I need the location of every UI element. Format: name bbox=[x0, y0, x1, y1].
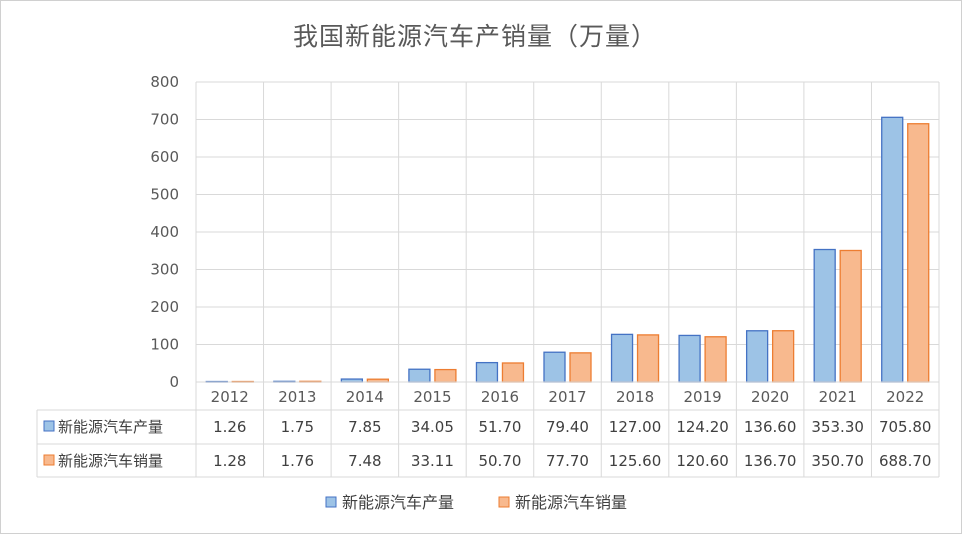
table-series-name: 新能源汽车产量 bbox=[58, 418, 163, 436]
table-legend-key-sales bbox=[43, 454, 55, 466]
table-series-name: 新能源汽车销量 bbox=[58, 452, 163, 470]
x-tick-label: 2014 bbox=[346, 388, 384, 406]
bar-production-2019 bbox=[678, 334, 701, 383]
table-cell-value: 136.60 bbox=[744, 418, 797, 436]
table-cell-value: 350.70 bbox=[811, 452, 864, 470]
table-cell-value: 124.20 bbox=[676, 418, 729, 436]
table-cell-value: 120.60 bbox=[676, 452, 729, 470]
y-tick-label: 100 bbox=[150, 336, 179, 354]
bar-production-2015 bbox=[408, 368, 431, 383]
x-tick-label: 2021 bbox=[819, 388, 857, 406]
table-cell-value: 51.70 bbox=[478, 418, 521, 436]
y-tick-label: 300 bbox=[150, 261, 179, 279]
table-cell-value: 127.00 bbox=[609, 418, 662, 436]
x-tick-label: 2022 bbox=[886, 388, 924, 406]
table-legend-key-production bbox=[43, 420, 55, 432]
y-tick-label: 400 bbox=[150, 223, 179, 241]
table-cell-value: 7.85 bbox=[348, 418, 381, 436]
bar-production-2016 bbox=[475, 361, 499, 383]
table-cell-value: 7.48 bbox=[348, 452, 381, 470]
table-cell-value: 50.70 bbox=[478, 452, 521, 470]
x-tick-label: 2017 bbox=[548, 388, 586, 406]
x-tick-label: 2018 bbox=[616, 388, 654, 406]
bar-production-2017 bbox=[543, 351, 566, 383]
grid-layer bbox=[195, 81, 940, 477]
y-tick-label: 700 bbox=[150, 111, 179, 129]
legend-key-sales bbox=[498, 496, 510, 508]
table-cell-value: 1.76 bbox=[281, 452, 314, 470]
x-tick-label: 2012 bbox=[211, 388, 249, 406]
legend-label: 新能源汽车销量 bbox=[515, 493, 627, 512]
table-cell-value: 34.05 bbox=[411, 418, 454, 436]
y-tick-label: 600 bbox=[150, 148, 179, 166]
x-tick-label: 2019 bbox=[683, 388, 721, 406]
table-cell-value: 688.70 bbox=[879, 452, 932, 470]
table-cell-value: 1.26 bbox=[213, 418, 246, 436]
bar-sales-2015 bbox=[434, 368, 457, 383]
chart-title: 我国新能源汽车产销量（万量） bbox=[293, 22, 657, 51]
bar-sales-2020 bbox=[771, 330, 795, 383]
bar-sales-2022 bbox=[907, 123, 930, 383]
y-axis: 0 100 200 300 400 500 600 700 800 bbox=[150, 73, 179, 391]
bar-production-2021 bbox=[813, 248, 836, 383]
data-table: 2012 2013 2014 2015 2016 2017 2018 2019 2020 2021… bbox=[36, 381, 939, 478]
bar-sales-2019 bbox=[704, 336, 727, 383]
x-tick-label: 2013 bbox=[278, 388, 316, 406]
y-tick-label: 500 bbox=[150, 186, 179, 204]
x-tick-label: 2015 bbox=[413, 388, 451, 406]
bar-production-2018 bbox=[610, 333, 634, 383]
table-cell-value: 33.11 bbox=[411, 452, 454, 470]
table-cell-value: 79.40 bbox=[546, 418, 589, 436]
x-tick-label: 2016 bbox=[481, 388, 519, 406]
bar-sales-2017 bbox=[569, 352, 592, 383]
legend-label: 新能源汽车产量 bbox=[342, 493, 454, 512]
y-tick-label: 200 bbox=[150, 298, 179, 316]
legend: 新能源汽车产量 新能源汽车销量 bbox=[325, 493, 627, 512]
bar-sales-2018 bbox=[636, 334, 660, 383]
bar-sales-2016 bbox=[501, 362, 525, 383]
bar-production-2020 bbox=[745, 330, 769, 383]
bar-sales-2021 bbox=[839, 249, 862, 383]
table-cell-value: 1.28 bbox=[213, 452, 246, 470]
y-tick-label: 0 bbox=[169, 373, 179, 391]
table-cell-value: 705.80 bbox=[879, 418, 932, 436]
table-cell-value: 77.70 bbox=[546, 452, 589, 470]
legend-key-production bbox=[325, 496, 337, 508]
table-cell-value: 353.30 bbox=[811, 418, 864, 436]
table-cell-value: 1.75 bbox=[281, 418, 314, 436]
x-tick-label: 2020 bbox=[751, 388, 789, 406]
table-cell-value: 136.70 bbox=[744, 452, 797, 470]
bar-production-2022 bbox=[881, 116, 904, 383]
y-tick-label: 800 bbox=[150, 73, 179, 91]
table-cell-value: 125.60 bbox=[609, 452, 662, 470]
